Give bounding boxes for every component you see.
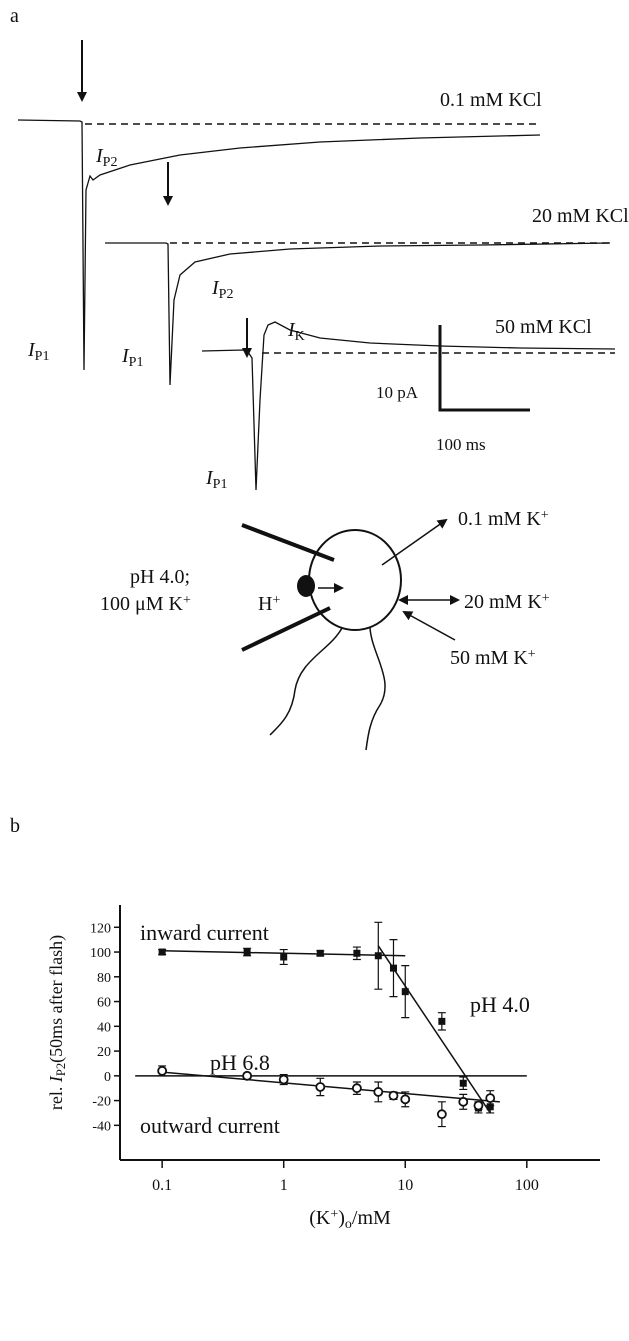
pipette: [242, 525, 334, 560]
page: a 0.1 mM KCl 20 mM KCl 50 mM KCl IP2 IP2…: [0, 0, 629, 1341]
point: [316, 1083, 324, 1091]
pipette: [242, 608, 330, 650]
text-part: +: [528, 647, 536, 662]
text-part: pH 4.0;: [130, 566, 190, 588]
arrow: [404, 612, 455, 640]
point: [243, 1072, 251, 1080]
text-part: P2: [54, 1063, 68, 1076]
point: [459, 1098, 467, 1106]
point: [244, 949, 251, 956]
text-part: o: [345, 1217, 352, 1232]
text-part: P1: [35, 349, 50, 364]
y-axis-label: rel. IP2(50ms after flash): [46, 935, 68, 1110]
point: [280, 1076, 288, 1084]
text-part: 100 μM K: [100, 593, 184, 615]
point: [159, 949, 166, 956]
current-label: IK: [287, 319, 305, 344]
trace-label: 20 mM KCl: [532, 205, 629, 227]
text-part: P2: [103, 155, 118, 170]
x-tick-label: 1: [280, 1177, 288, 1194]
solution-label: 0.1 mM K+: [458, 508, 549, 530]
point: [374, 1088, 382, 1096]
y-tick-label: 100: [90, 946, 111, 961]
point: [474, 1102, 482, 1110]
text-part: (50ms after flash): [46, 935, 67, 1063]
text-part: +: [183, 593, 191, 608]
panel-label: b: [10, 815, 20, 837]
x-tick-label: 100: [515, 1177, 539, 1194]
trace: [105, 243, 610, 385]
series-label: pH 4.0: [470, 992, 530, 1017]
annotation: inward current: [140, 920, 269, 945]
cell: [309, 530, 401, 630]
text-part: P1: [213, 477, 228, 492]
proton-label: H+: [258, 593, 280, 615]
y-tick-label: 20: [97, 1045, 111, 1060]
point: [353, 1084, 361, 1092]
text-part: +: [541, 508, 549, 523]
pipette-label: 100 μM K+: [100, 593, 191, 615]
point: [389, 1092, 397, 1100]
process: [366, 628, 385, 750]
current-label: IP2: [211, 277, 233, 302]
text-part: P1: [129, 355, 144, 370]
y-tick-label: 120: [90, 921, 111, 936]
y-tick-label: -40: [92, 1119, 111, 1134]
arrow: [382, 520, 446, 565]
y-tick-label: 0: [104, 1070, 111, 1085]
current-label: IP1: [27, 339, 49, 364]
point: [402, 988, 409, 995]
text-part: +: [542, 591, 550, 606]
point: [486, 1094, 494, 1102]
pipette-label: pH 4.0;: [130, 566, 190, 588]
y-tick-label: -20: [92, 1095, 111, 1110]
text-part: 20 mM K: [464, 591, 542, 613]
x-tick-label: 10: [397, 1177, 413, 1194]
point: [375, 952, 382, 959]
trace-label: 50 mM KCl: [495, 316, 592, 338]
text-part: H: [258, 593, 272, 615]
trace-label: 0.1 mM KCl: [440, 89, 542, 111]
y-tick-label: 60: [97, 996, 111, 1011]
annotation: outward current: [140, 1113, 280, 1138]
text-part: +: [272, 593, 280, 608]
scale-label: 100 ms: [436, 435, 486, 454]
chart: 120 100 80 60 40 20 0 -20 -40 0.1 1 10 100 (K+)o/mM re…: [46, 905, 600, 1232]
protein: [297, 575, 315, 597]
text-part: rel.: [46, 1082, 66, 1110]
process: [270, 628, 342, 735]
text-part: K: [295, 329, 305, 344]
text-part: /mM: [352, 1207, 391, 1229]
current-label: IP1: [205, 467, 227, 492]
x-tick-label: 0.1: [152, 1177, 172, 1194]
y-tick-label: 40: [97, 1020, 111, 1035]
point: [460, 1080, 467, 1087]
panel-label: a: [10, 5, 19, 27]
point: [280, 953, 287, 960]
x-axis-label: (K+)o/mM: [309, 1207, 391, 1232]
point: [353, 950, 360, 957]
point: [390, 965, 397, 972]
point: [438, 1018, 445, 1025]
cell-diagram: [242, 520, 458, 750]
text-part: 0.1 mM K: [458, 508, 541, 530]
point: [438, 1110, 446, 1118]
current-label: IP1: [121, 345, 143, 370]
y-tick-label: 80: [97, 971, 111, 986]
text-part: +: [330, 1207, 338, 1222]
point: [401, 1095, 409, 1103]
text-part: P2: [219, 287, 234, 302]
trace: [202, 322, 615, 490]
solution-label: 20 mM K+: [464, 591, 550, 613]
series-label: pH 6.8: [210, 1050, 270, 1075]
figure: a 0.1 mM KCl 20 mM KCl 50 mM KCl IP2 IP2…: [0, 0, 629, 1341]
text-part: ): [338, 1207, 345, 1229]
text-part: (K: [309, 1207, 331, 1229]
point: [317, 950, 324, 957]
solution-label: 50 mM K+: [450, 647, 536, 669]
scale-label: 10 pA: [376, 383, 419, 402]
point: [158, 1067, 166, 1075]
text-part: 50 mM K: [450, 647, 528, 669]
current-label: IP2: [95, 145, 117, 170]
